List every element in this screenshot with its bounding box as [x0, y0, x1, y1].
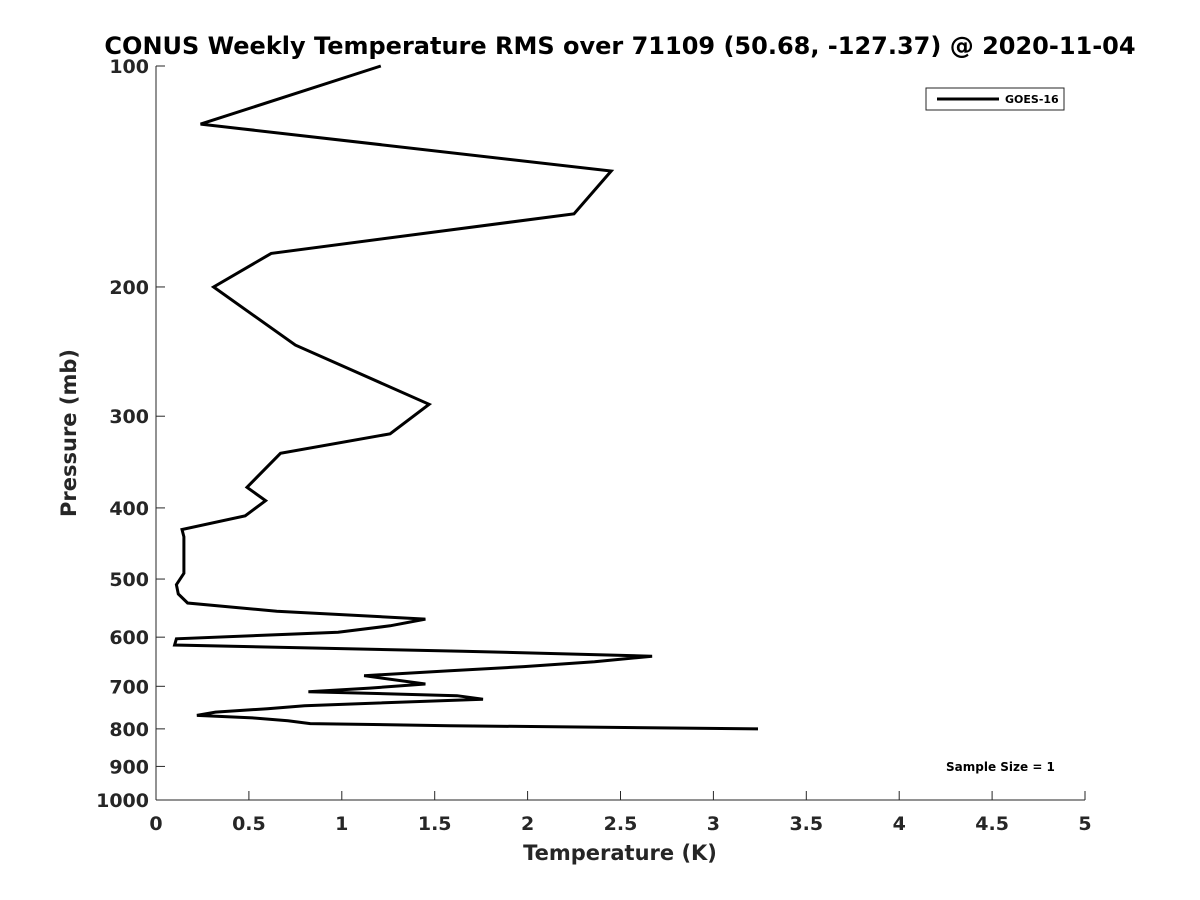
y-tick-label: 900	[109, 756, 149, 778]
y-tick-label: 600	[109, 627, 149, 649]
y-axis-label: Pressure (mb)	[57, 349, 81, 517]
plot-area	[156, 66, 1085, 800]
legend: GOES-16	[925, 87, 1065, 111]
x-tick-label: 3.5	[789, 813, 823, 835]
chart-title: CONUS Weekly Temperature RMS over 71109 …	[104, 32, 1135, 60]
y-tick-label: 800	[109, 719, 149, 741]
x-tick-label: 2	[521, 813, 534, 835]
x-tick-label: 1	[335, 813, 348, 835]
x-tick-label: 4	[893, 813, 906, 835]
y-tick-label: 500	[109, 569, 149, 591]
y-tick-label: 1000	[96, 790, 149, 812]
y-tick-label: 200	[109, 277, 149, 299]
y-tick-label: 300	[109, 406, 149, 428]
x-tick-label: 0.5	[232, 813, 266, 835]
x-axis-ticks: 0 0.5 1 1.5 2 2.5 3 3.5 4 4.5 5	[149, 791, 1092, 835]
x-axis-label: Temperature (K)	[523, 841, 717, 865]
x-tick-label: 5	[1078, 813, 1091, 835]
legend-label-goes-16: GOES-16	[1005, 93, 1059, 106]
x-tick-label: 4.5	[975, 813, 1009, 835]
x-tick-label: 3	[707, 813, 720, 835]
x-tick-label: 0	[149, 813, 162, 835]
y-tick-label: 100	[109, 56, 149, 78]
series-line-goes-16	[172, 64, 759, 731]
x-tick-label: 2.5	[604, 813, 638, 835]
y-tick-label: 400	[109, 498, 149, 520]
x-tick-label: 1.5	[418, 813, 452, 835]
y-axis-ticks: 100 200 300 400 500 600 700 800 900 1000	[96, 56, 165, 812]
sample-size-annotation: Sample Size = 1	[946, 760, 1055, 774]
y-tick-label: 700	[109, 676, 149, 698]
